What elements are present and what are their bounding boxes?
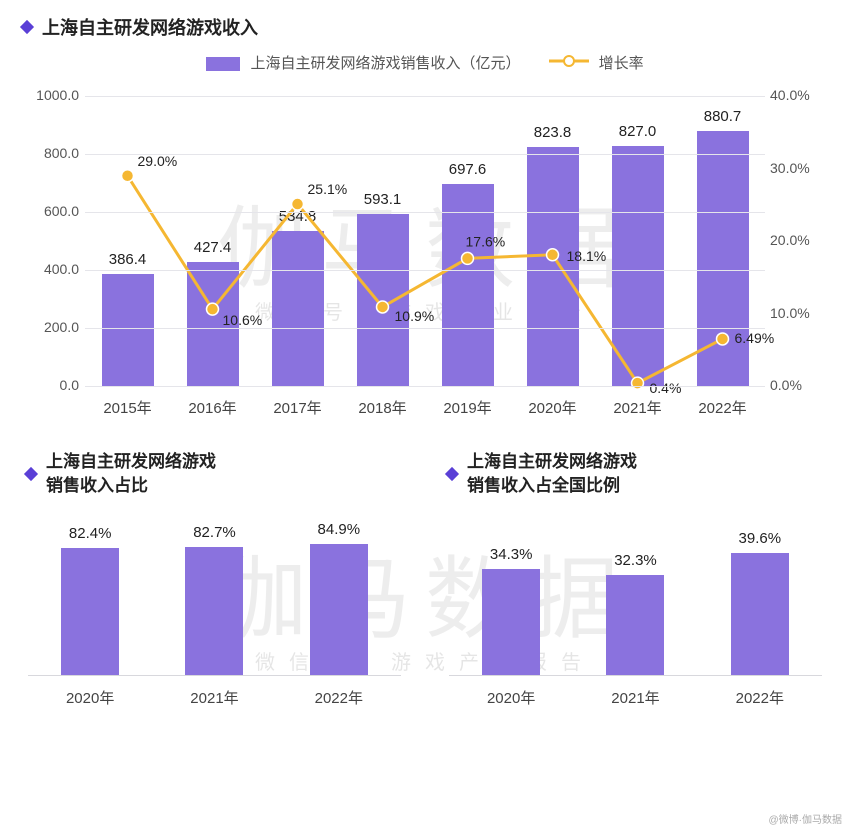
bl-plot: 82.4% 82.7% 84.9% — [28, 522, 401, 676]
top-plot-area: 伽马数据 微信号：游戏产业报告 386.4427.4534.8593.1697.… — [85, 96, 765, 386]
top-xticks: 2015年 2016年 2017年 2018年 2019年 2020年 2021年 2022年 — [85, 397, 765, 418]
legend-line-swatch — [549, 54, 589, 68]
xtick-label: 2021年 — [613, 397, 661, 418]
xtick-label: 2020年 — [487, 687, 535, 708]
bottom-row: 上海自主研发网络游戏 销售收入占比 82.4%82.7%84.9% 2020年2… — [0, 436, 850, 722]
pct-bar: 39.6% — [731, 553, 789, 675]
pct-bar-label: 34.3% — [490, 546, 533, 563]
xtick-label: 2018年 — [358, 397, 406, 418]
top-chart: 上海自主研发网络游戏销售收入（亿元） 增长率 伽马数据 微信号：游戏产业报告 3… — [15, 46, 835, 436]
growth-marker — [122, 170, 134, 182]
top-chart-title-text: 上海自主研发网络游戏收入 — [42, 14, 258, 40]
yleft-tick: 0.0 — [27, 377, 79, 393]
pct-bar: 82.4% — [61, 548, 119, 675]
xtick-label: 2015年 — [103, 397, 151, 418]
top-chart-title: 上海自主研发网络游戏收入 — [0, 0, 850, 46]
yright-tick: 30.0% — [770, 160, 825, 176]
pct-bar: 84.9% — [310, 544, 368, 675]
br-plot: 34.3% 32.3% 39.6% — [449, 522, 822, 676]
bl-title: 上海自主研发网络游戏 销售收入占比 — [18, 436, 411, 504]
growth-label: 0.4% — [650, 380, 682, 396]
pct-bar: 82.7% — [185, 547, 243, 674]
yright-tick: 10.0% — [770, 305, 825, 321]
legend-line-label: 增长率 — [599, 55, 644, 72]
yleft-tick: 600.0 — [27, 203, 79, 219]
yright-tick: 0.0% — [770, 377, 825, 393]
growth-marker — [462, 252, 474, 264]
diamond-icon — [20, 20, 34, 34]
yleft-tick: 800.0 — [27, 145, 79, 161]
pct-bar: 34.3% — [482, 569, 540, 675]
growth-marker — [207, 303, 219, 315]
pct-bar-label: 82.7% — [193, 524, 236, 541]
growth-label: 18.1% — [567, 248, 607, 264]
yright-tick: 40.0% — [770, 87, 825, 103]
xtick-label: 2020年 — [66, 687, 114, 708]
growth-marker — [547, 249, 559, 261]
legend-bar-label: 上海自主研发网络游戏销售收入（亿元） — [250, 55, 520, 72]
br-title-l1: 上海自主研发网络游戏 — [467, 452, 637, 471]
growth-label: 25.1% — [308, 181, 348, 197]
pct-bar-label: 84.9% — [318, 521, 361, 538]
growth-label: 17.6% — [466, 233, 506, 249]
xtick-label: 2020年 — [528, 397, 576, 418]
bottom-right-chart: 上海自主研发网络游戏 销售收入占全国比例 34.3% 32.3% 39.6% 202… — [425, 436, 846, 722]
bl-xticks: 2020年 2021年 2022年 — [28, 687, 401, 708]
growth-marker — [632, 377, 644, 389]
pct-bar-label: 82.4% — [69, 525, 112, 542]
xtick-label: 2021年 — [611, 687, 659, 708]
growth-label: 10.9% — [395, 308, 435, 324]
legend-line-item: 增长率 — [549, 52, 644, 73]
top-legend: 上海自主研发网络游戏销售收入（亿元） 增长率 — [15, 46, 835, 75]
xtick-label: 2017年 — [273, 397, 321, 418]
yleft-tick: 200.0 — [27, 319, 79, 335]
diamond-icon — [445, 467, 459, 481]
br-xticks: 2020年 2021年 2022年 — [449, 687, 822, 708]
growth-marker — [717, 333, 729, 345]
growth-marker — [377, 301, 389, 313]
growth-label: 10.6% — [223, 312, 263, 328]
pct-bar-label: 39.6% — [739, 530, 782, 547]
pct-bar: 32.3% — [606, 575, 664, 674]
br-title-l2: 销售收入占全国比例 — [467, 476, 620, 495]
xtick-label: 2022年 — [315, 687, 363, 708]
bl-title-l2: 销售收入占比 — [46, 476, 148, 495]
yright-tick: 20.0% — [770, 232, 825, 248]
weibo-watermark: @微博·伽马数据 — [769, 811, 842, 826]
yleft-tick: 400.0 — [27, 261, 79, 277]
yleft-tick: 1000.0 — [27, 87, 79, 103]
diamond-icon — [24, 467, 38, 481]
legend-bar-swatch — [206, 57, 240, 71]
growth-label: 6.49% — [735, 330, 775, 346]
xtick-label: 2022年 — [698, 397, 746, 418]
br-title: 上海自主研发网络游戏 销售收入占全国比例 — [439, 436, 832, 504]
pct-bar-label: 32.3% — [614, 552, 657, 569]
growth-label: 29.0% — [138, 153, 178, 169]
bl-title-l1: 上海自主研发网络游戏 — [46, 452, 216, 471]
xtick-label: 2021年 — [190, 687, 238, 708]
legend-bar-item: 上海自主研发网络游戏销售收入（亿元） — [206, 52, 520, 73]
bottom-left-chart: 上海自主研发网络游戏 销售收入占比 82.4%82.7%84.9% 2020年2… — [4, 436, 425, 722]
top-line-overlay: 29.0%10.6%25.1%10.9%17.6%18.1%0.4%6.49% — [85, 96, 765, 386]
growth-marker — [292, 198, 304, 210]
xtick-label: 2016年 — [188, 397, 236, 418]
xtick-label: 2019年 — [443, 397, 491, 418]
xtick-label: 2022年 — [736, 687, 784, 708]
